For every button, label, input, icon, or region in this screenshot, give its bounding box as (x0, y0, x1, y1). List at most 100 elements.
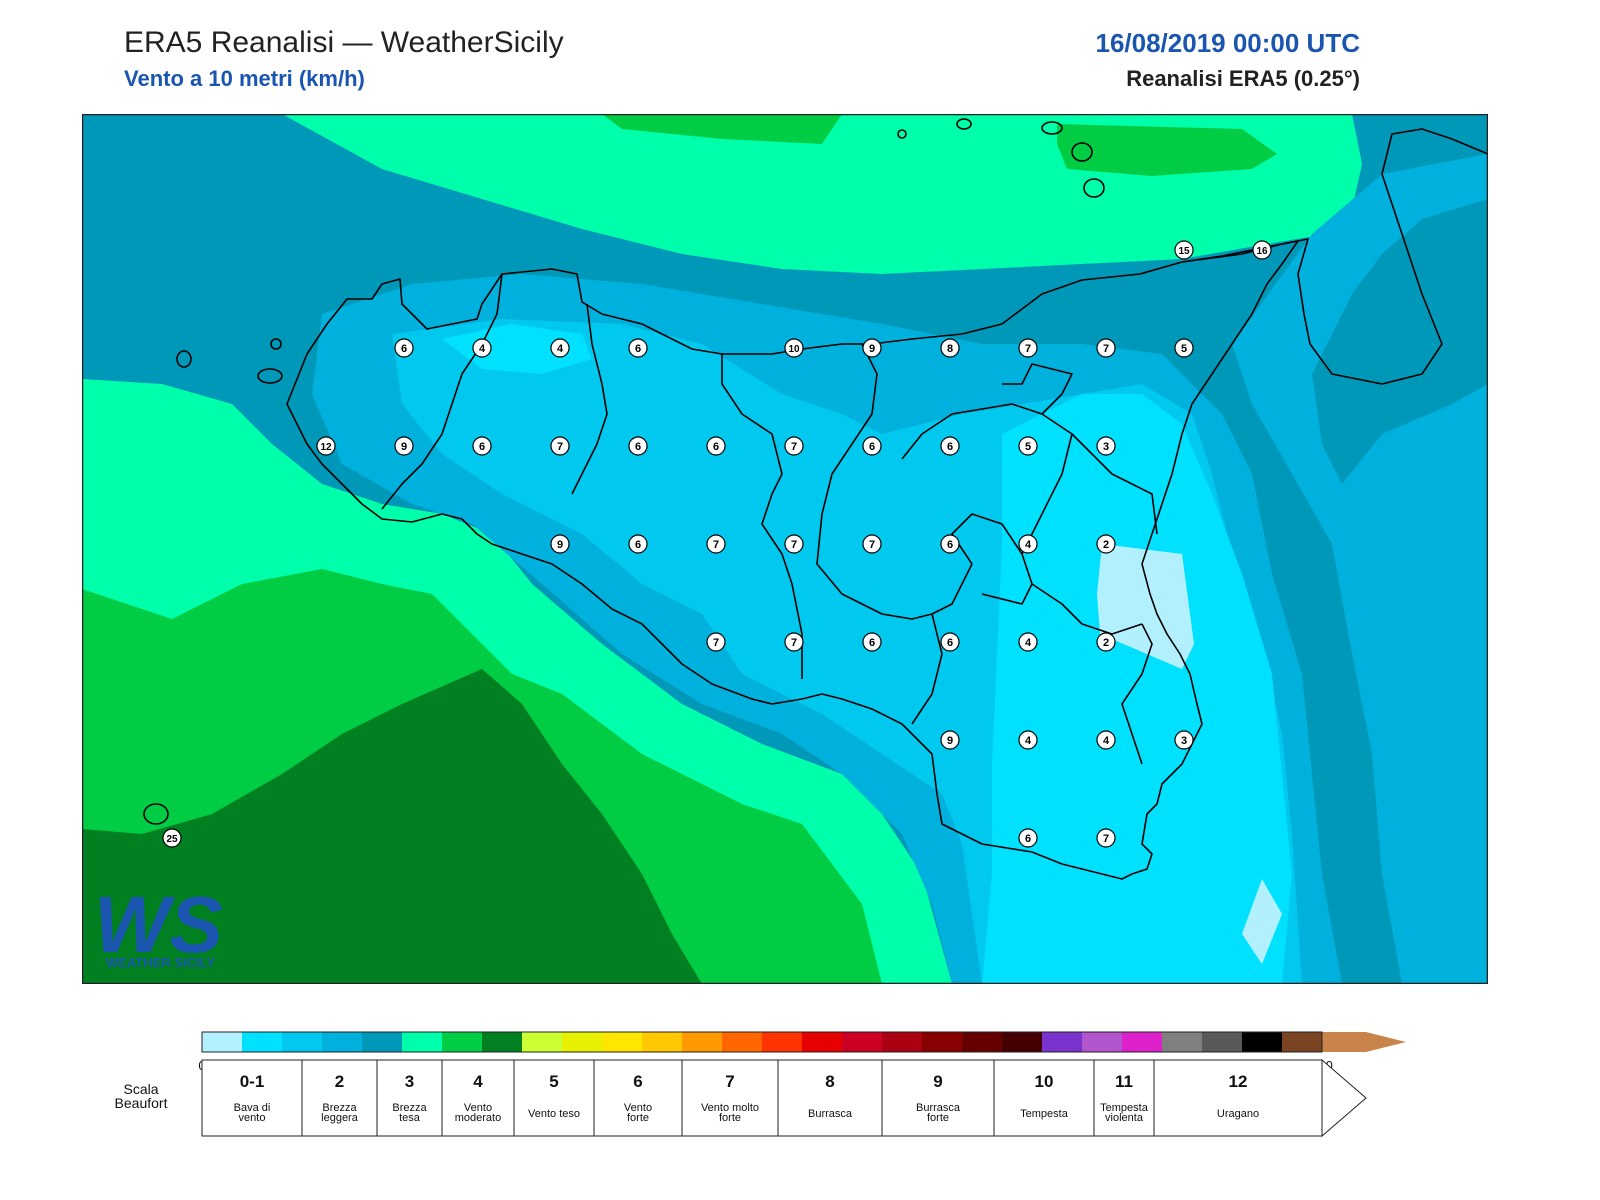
wind-marker: 3 (1174, 730, 1194, 750)
wind-marker: 7 (784, 534, 804, 554)
wind-marker-value: 7 (869, 539, 875, 551)
wind-marker-value: 6 (869, 637, 875, 649)
wind-marker: 6 (628, 436, 648, 456)
beaufort-label: Beaufort (115, 1095, 168, 1111)
colorbar-swatch (1122, 1032, 1162, 1052)
wind-map: 6 4 4 6 10 9 8 7 7 5 12 9 6 7 6 6 7 6 6 5 3 9 6 7 7 7 6 4 2 7 7 6 6 4 2 9 4 4… (82, 114, 1488, 984)
wind-marker-value: 7 (713, 539, 719, 551)
wind-marker: 15 (1174, 240, 1194, 260)
wind-marker-value: 12 (320, 442, 332, 453)
wind-marker: 9 (550, 534, 570, 554)
beaufort-description: Brezza (392, 1102, 427, 1114)
wind-marker: 9 (394, 436, 414, 456)
wind-marker-value: 4 (1103, 735, 1110, 747)
wind-marker: 6 (628, 338, 648, 358)
wind-marker: 4 (1018, 534, 1038, 554)
beaufort-description: Vento teso (528, 1108, 580, 1120)
beaufort-number: 11 (1115, 1072, 1133, 1091)
wind-marker-value: 25 (166, 834, 178, 845)
wind-marker: 6 (706, 436, 726, 456)
wind-marker-value: 9 (557, 539, 563, 551)
wind-marker-value: 7 (791, 441, 797, 453)
colorbar-swatch (642, 1032, 682, 1052)
beaufort-cell: 5 Vento teso (513, 1059, 595, 1137)
beaufort-description: Vento (464, 1102, 492, 1114)
wind-marker-value: 6 (713, 441, 719, 453)
wind-marker-value: 7 (791, 539, 797, 551)
wind-marker: 6 (394, 338, 414, 358)
wind-marker-value: 16 (1256, 246, 1268, 257)
wind-marker: 25 (162, 828, 182, 848)
wind-marker-value: 10 (788, 344, 800, 355)
beaufort-description: leggera (321, 1112, 359, 1124)
colorbar-swatch (402, 1032, 442, 1052)
wind-marker: 6 (472, 436, 492, 456)
wind-marker-value: 7 (1103, 833, 1109, 845)
wind-marker-value: 4 (557, 343, 564, 355)
wind-marker-value: 5 (1025, 441, 1031, 453)
colorbar-swatch (202, 1032, 242, 1052)
wind-marker: 7 (1096, 338, 1116, 358)
wind-marker: 12 (316, 436, 336, 456)
wind-marker: 6 (940, 436, 960, 456)
beaufort-number: 5 (549, 1072, 558, 1091)
colorbar-swatch (282, 1032, 322, 1052)
beaufort-description: Vento (624, 1102, 652, 1114)
beaufort-number: 8 (825, 1072, 834, 1091)
colorbar-swatch (1042, 1032, 1082, 1052)
colorbar-swatch (722, 1032, 762, 1052)
wind-marker: 6 (1018, 828, 1038, 848)
colorbar-swatch (1162, 1032, 1202, 1052)
beaufort-description: vento (239, 1112, 266, 1124)
beaufort-description: moderato (455, 1112, 501, 1124)
wind-marker-value: 6 (947, 637, 953, 649)
colorbar-swatch (482, 1032, 522, 1052)
beaufort-cell: 10 Tempesta (993, 1059, 1095, 1137)
colorbar-swatch (602, 1032, 642, 1052)
colorbar-swatch (522, 1032, 562, 1052)
beaufort-number: 7 (725, 1072, 734, 1091)
beaufort-description: forte (927, 1112, 949, 1124)
wind-marker-value: 8 (947, 343, 953, 355)
colorbar-swatch (962, 1032, 1002, 1052)
wind-marker-value: 2 (1103, 637, 1109, 649)
wind-marker-value: 6 (479, 441, 485, 453)
wind-marker-value: 4 (1025, 735, 1032, 747)
wind-marker-value: 9 (869, 343, 875, 355)
colorbar-swatch (882, 1032, 922, 1052)
wind-marker: 4 (472, 338, 492, 358)
colorbar-swatch (562, 1032, 602, 1052)
colorbar-swatch (1002, 1032, 1042, 1052)
wind-marker-value: 6 (635, 343, 641, 355)
beaufort-number: 3 (405, 1072, 414, 1091)
wind-marker: 7 (784, 436, 804, 456)
wind-marker: 7 (550, 436, 570, 456)
wind-marker: 2 (1096, 632, 1116, 652)
wind-marker: 7 (862, 534, 882, 554)
wind-field (82, 114, 1488, 984)
coastline (143, 118, 1488, 880)
wind-marker: 7 (706, 632, 726, 652)
wind-marker-value: 6 (947, 441, 953, 453)
wind-marker: 10 (784, 338, 804, 358)
wind-marker: 8 (940, 338, 960, 358)
colorbar-swatch (762, 1032, 802, 1052)
colorbar-swatch (842, 1032, 882, 1052)
beaufort-number: 0-1 (240, 1072, 265, 1091)
colorbar-swatch (322, 1032, 362, 1052)
wind-marker: 6 (628, 534, 648, 554)
beaufort-description: Tempesta (1020, 1108, 1069, 1120)
beaufort-description: forte (719, 1112, 741, 1124)
wind-marker-value: 5 (1181, 343, 1187, 355)
wind-marker-value: 7 (1103, 343, 1109, 355)
colorbar-swatch (682, 1032, 722, 1052)
wind-marker-value: 4 (1025, 539, 1032, 551)
wind-marker: 7 (1096, 828, 1116, 848)
colorbar-swatch (802, 1032, 842, 1052)
